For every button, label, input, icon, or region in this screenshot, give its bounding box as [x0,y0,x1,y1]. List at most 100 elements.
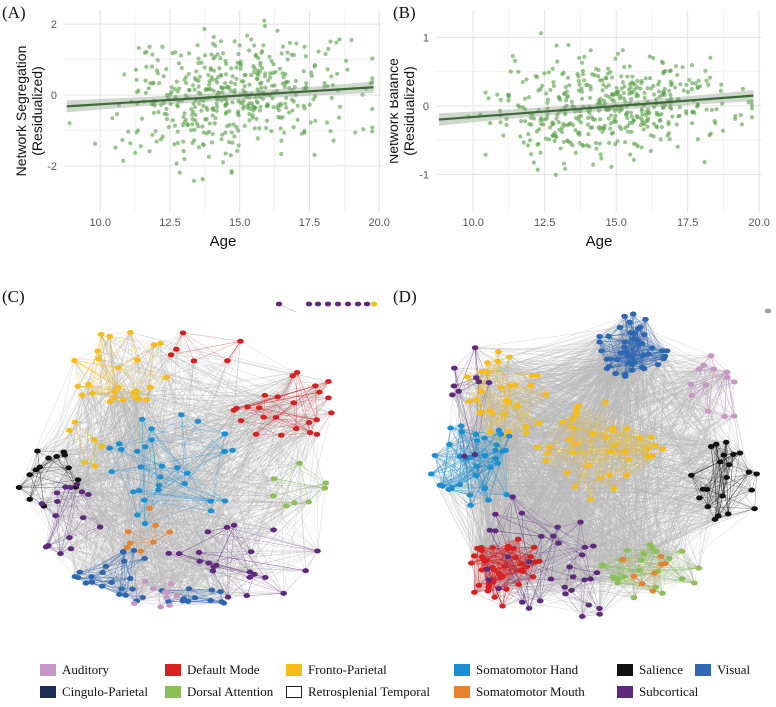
data-point [172,142,177,147]
data-point [535,74,540,80]
edge [39,344,155,468]
data-point [190,83,196,88]
data-point [675,144,680,149]
data-point [326,46,331,52]
data-point [560,121,566,127]
edge [69,491,83,538]
node [44,543,52,549]
data-point [155,58,160,63]
edge [64,351,98,456]
data-point [196,56,201,61]
data-point [215,52,220,57]
data-point [749,102,755,108]
edge [140,466,161,478]
data-point [508,69,513,74]
edge [210,433,225,502]
edge [81,491,124,553]
data-point [501,133,506,138]
data-point [229,66,234,71]
data-point [635,143,640,149]
edge [123,408,237,562]
data-point [307,102,312,107]
plot-area [64,10,382,212]
data-point [360,92,365,97]
edge [130,531,170,544]
data-point [596,73,601,79]
data-point [616,89,621,94]
data-point [193,112,198,117]
node [95,356,102,362]
node [130,390,138,396]
data-point [627,120,632,126]
data-point [498,108,503,113]
data-point [613,142,618,147]
data-point [600,88,605,93]
edge [240,420,282,436]
data-point [652,92,657,97]
node [166,529,174,535]
node [137,548,145,554]
data-point [659,112,664,117]
data-point [578,120,584,125]
data-point [291,125,296,130]
data-point [232,39,237,44]
data-point [566,42,571,48]
data-point [550,66,555,71]
edge [77,336,110,387]
edge [177,432,311,468]
data-point [311,97,316,102]
node [158,463,166,469]
data-point [690,110,695,115]
data-point [110,116,115,121]
data-point [565,138,570,143]
node [73,481,81,487]
data-point [601,126,607,131]
data-point [685,89,691,95]
data-point [247,95,252,100]
data-point [290,108,295,113]
edge [234,525,318,552]
data-point [269,58,274,64]
edge [41,494,89,504]
data-point [181,114,186,120]
data-point [120,137,125,143]
data-point [196,145,202,150]
network-graph-d [427,308,772,619]
edge [18,456,57,488]
data-point [529,152,534,157]
node [149,586,157,592]
edge [85,398,137,584]
data-point [712,119,717,124]
data-point [184,74,189,80]
edge [18,474,30,488]
edge [138,398,152,429]
data-point [580,96,585,101]
node [141,556,148,562]
node [53,454,60,460]
data-point [278,126,283,131]
edge [100,334,111,402]
edge [130,332,140,399]
data-point [345,67,350,72]
data-point [273,69,278,75]
data-point [295,117,300,122]
edge [227,525,235,598]
edge [114,391,217,566]
data-point [218,73,223,78]
data-point [168,101,173,106]
data-point [718,88,723,93]
data-point [160,44,165,49]
edge [153,344,235,411]
data-point [587,95,593,100]
edge [130,543,200,553]
data-point [575,130,581,136]
edge [69,484,78,538]
data-point [663,68,668,74]
data-point [248,106,253,111]
edge [101,402,294,447]
data-point [211,34,216,40]
node [305,499,312,505]
node [106,399,114,405]
data-point [639,78,644,84]
edge [158,433,225,491]
